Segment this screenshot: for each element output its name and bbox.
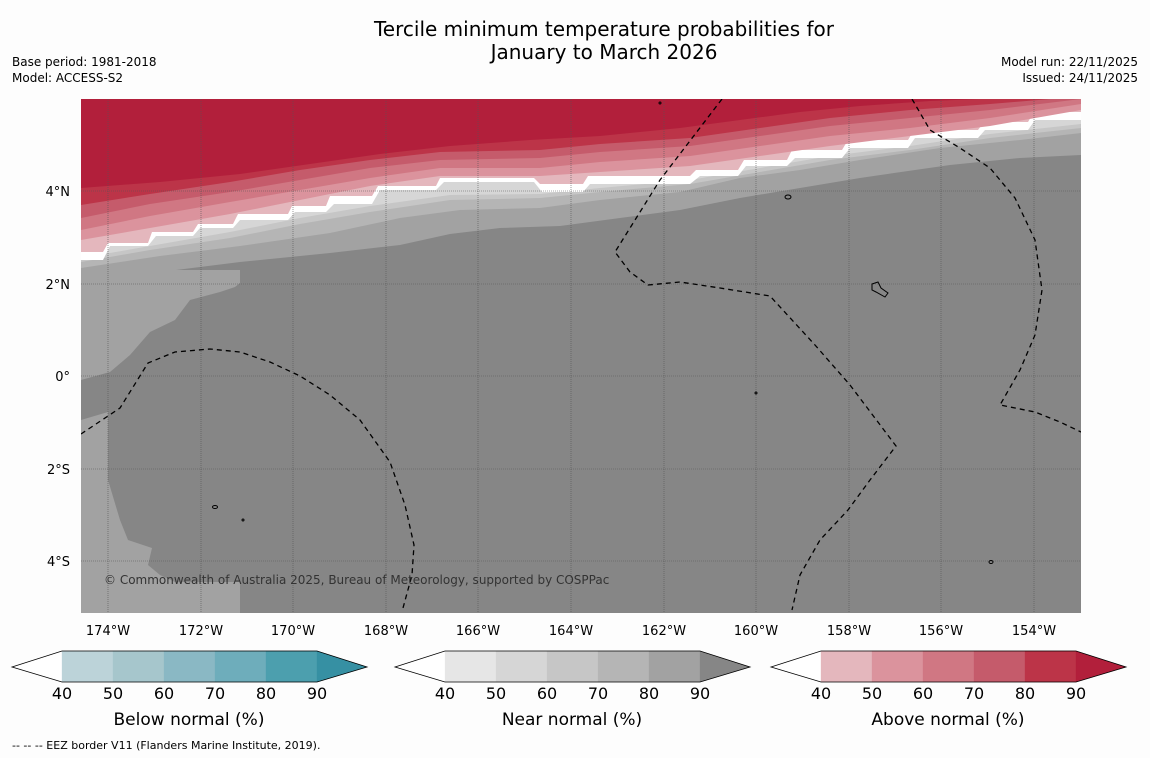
colorbar-tick: 80 xyxy=(256,684,276,703)
colorbar-segment xyxy=(61,650,114,683)
colorbar-tick: 50 xyxy=(862,684,882,703)
lon-label: 162°W xyxy=(642,624,686,639)
colorbar-legends: 40 50 60 70 80 90 Below normal (%) 40 50… xyxy=(10,650,1128,730)
colorbar-segment xyxy=(699,650,751,683)
island-7 xyxy=(754,391,758,395)
colorbar-ticks: 40 50 60 70 80 90 xyxy=(52,684,327,703)
lat-label: 0° xyxy=(55,370,70,385)
colorbar-segment xyxy=(546,650,599,683)
colorbar-ticks: 40 50 60 70 80 90 xyxy=(811,684,1086,703)
lon-label: 160°W xyxy=(734,624,778,639)
lon-label: 168°W xyxy=(364,624,408,639)
colorbar-tick: 90 xyxy=(690,684,710,703)
colorbar-segment xyxy=(163,650,216,683)
lon-label: 172°W xyxy=(179,624,223,639)
colorbar-outline xyxy=(10,650,369,683)
map-title: Tercile minimum temperature probabilitie… xyxy=(0,18,1150,64)
lon-label: 174°W xyxy=(86,624,130,639)
base-period: Base period: 1981-2018 xyxy=(12,55,157,69)
lon-label: 154°W xyxy=(1012,624,1056,639)
eez-border-west xyxy=(81,348,415,609)
colorbar-segment xyxy=(265,650,318,683)
colorbar-tick: 70 xyxy=(588,684,608,703)
colorbar-tick: 90 xyxy=(307,684,327,703)
colorbar-tick: 60 xyxy=(154,684,174,703)
islands xyxy=(212,101,994,564)
colorbar-segment xyxy=(214,650,267,683)
colorbar-segment xyxy=(648,650,701,683)
colorbar-segment xyxy=(820,650,873,683)
colorbar-segment xyxy=(871,650,924,683)
colorbar-tick: 70 xyxy=(205,684,225,703)
eez-border-central xyxy=(614,99,897,611)
lon-axis: 174°W 172°W 170°W 168°W 166°W 164°W 162°… xyxy=(86,624,1056,639)
colorbar-below-normal: 40 50 60 70 80 90 Below normal (%) xyxy=(10,650,369,730)
colorbar-segment xyxy=(922,650,975,683)
colorbar-tick: 70 xyxy=(964,684,984,703)
lon-label: 166°W xyxy=(456,624,500,639)
island-6 xyxy=(241,518,245,522)
colorbar-label: Near normal (%) xyxy=(502,710,642,730)
colorbar-near-normal: 40 50 60 70 80 90 Near normal (%) xyxy=(393,650,752,730)
island-5 xyxy=(658,101,662,105)
colorbar-outline xyxy=(393,650,752,683)
island-4 xyxy=(988,560,994,564)
colorbar-segment xyxy=(495,650,548,683)
above-normal-band-90 xyxy=(81,99,980,188)
colorbar-segment xyxy=(597,650,650,683)
colorbar-segment xyxy=(1024,650,1077,683)
lat-label: 2°N xyxy=(46,278,71,293)
meta-left: Base period: 1981-2018 Model: ACCESS-S2 xyxy=(12,54,157,86)
colorbar-above-normal: 40 50 60 70 80 90 Above normal (%) xyxy=(769,650,1128,730)
colorbar-segment xyxy=(316,650,368,683)
colorbar-outline xyxy=(769,650,1128,683)
title-line-1: Tercile minimum temperature probabilitie… xyxy=(373,17,835,41)
colorbar-segment xyxy=(11,650,63,683)
colorbar-tick: 80 xyxy=(1015,684,1035,703)
near-normal-lower-band xyxy=(81,270,240,613)
gridlines xyxy=(81,99,1081,613)
model-name: Model: ACCESS-S2 xyxy=(12,71,124,85)
island-1 xyxy=(871,281,889,298)
colorbar-tick: 60 xyxy=(913,684,933,703)
lat-label: 4°N xyxy=(46,185,71,200)
colorbar-segment xyxy=(394,650,446,683)
colorbar-tick: 40 xyxy=(435,684,455,703)
colorbar-tick: 40 xyxy=(811,684,831,703)
colorbar-segment xyxy=(112,650,165,683)
colorbar-tick: 80 xyxy=(639,684,659,703)
colorbar-tick: 40 xyxy=(52,684,72,703)
issued-date: Issued: 24/11/2025 xyxy=(1022,71,1138,85)
colorbar-label: Below normal (%) xyxy=(114,710,265,730)
eez-borders xyxy=(81,99,1081,611)
title-line-2: January to March 2026 xyxy=(490,40,718,64)
colorbar-tick: 50 xyxy=(486,684,506,703)
island-3 xyxy=(212,505,218,509)
colorbar-segment xyxy=(973,650,1026,683)
lon-label: 158°W xyxy=(827,624,871,639)
copyright-text: © Commonwealth of Australia 2025, Bureau… xyxy=(104,573,609,587)
colorbar-segment xyxy=(1075,650,1127,683)
island-2 xyxy=(784,194,792,200)
colorbar-segment xyxy=(444,650,497,683)
colorbar-tick: 90 xyxy=(1066,684,1086,703)
meta-right: Model run: 22/11/2025 Issued: 24/11/2025 xyxy=(1001,54,1138,86)
lat-label: 2°S xyxy=(47,463,70,478)
lat-label: 4°S xyxy=(47,555,70,570)
lat-axis: 4°N 2°N 0° 2°S 4°S xyxy=(46,185,71,570)
colorbar-tick: 50 xyxy=(103,684,123,703)
lon-label: 164°W xyxy=(549,624,593,639)
colorbar-tick: 60 xyxy=(537,684,557,703)
lon-label: 156°W xyxy=(919,624,963,639)
model-run: Model run: 22/11/2025 xyxy=(1000,55,1138,69)
lon-label: 170°W xyxy=(271,624,315,639)
colorbar-label: Above normal (%) xyxy=(871,710,1024,730)
colorbar-segment xyxy=(770,650,822,683)
colorbar-ticks: 40 50 60 70 80 90 xyxy=(435,684,710,703)
eez-footnote: -- -- -- EEZ border V11 (Flanders Marine… xyxy=(12,739,321,752)
probability-field xyxy=(81,99,1081,613)
